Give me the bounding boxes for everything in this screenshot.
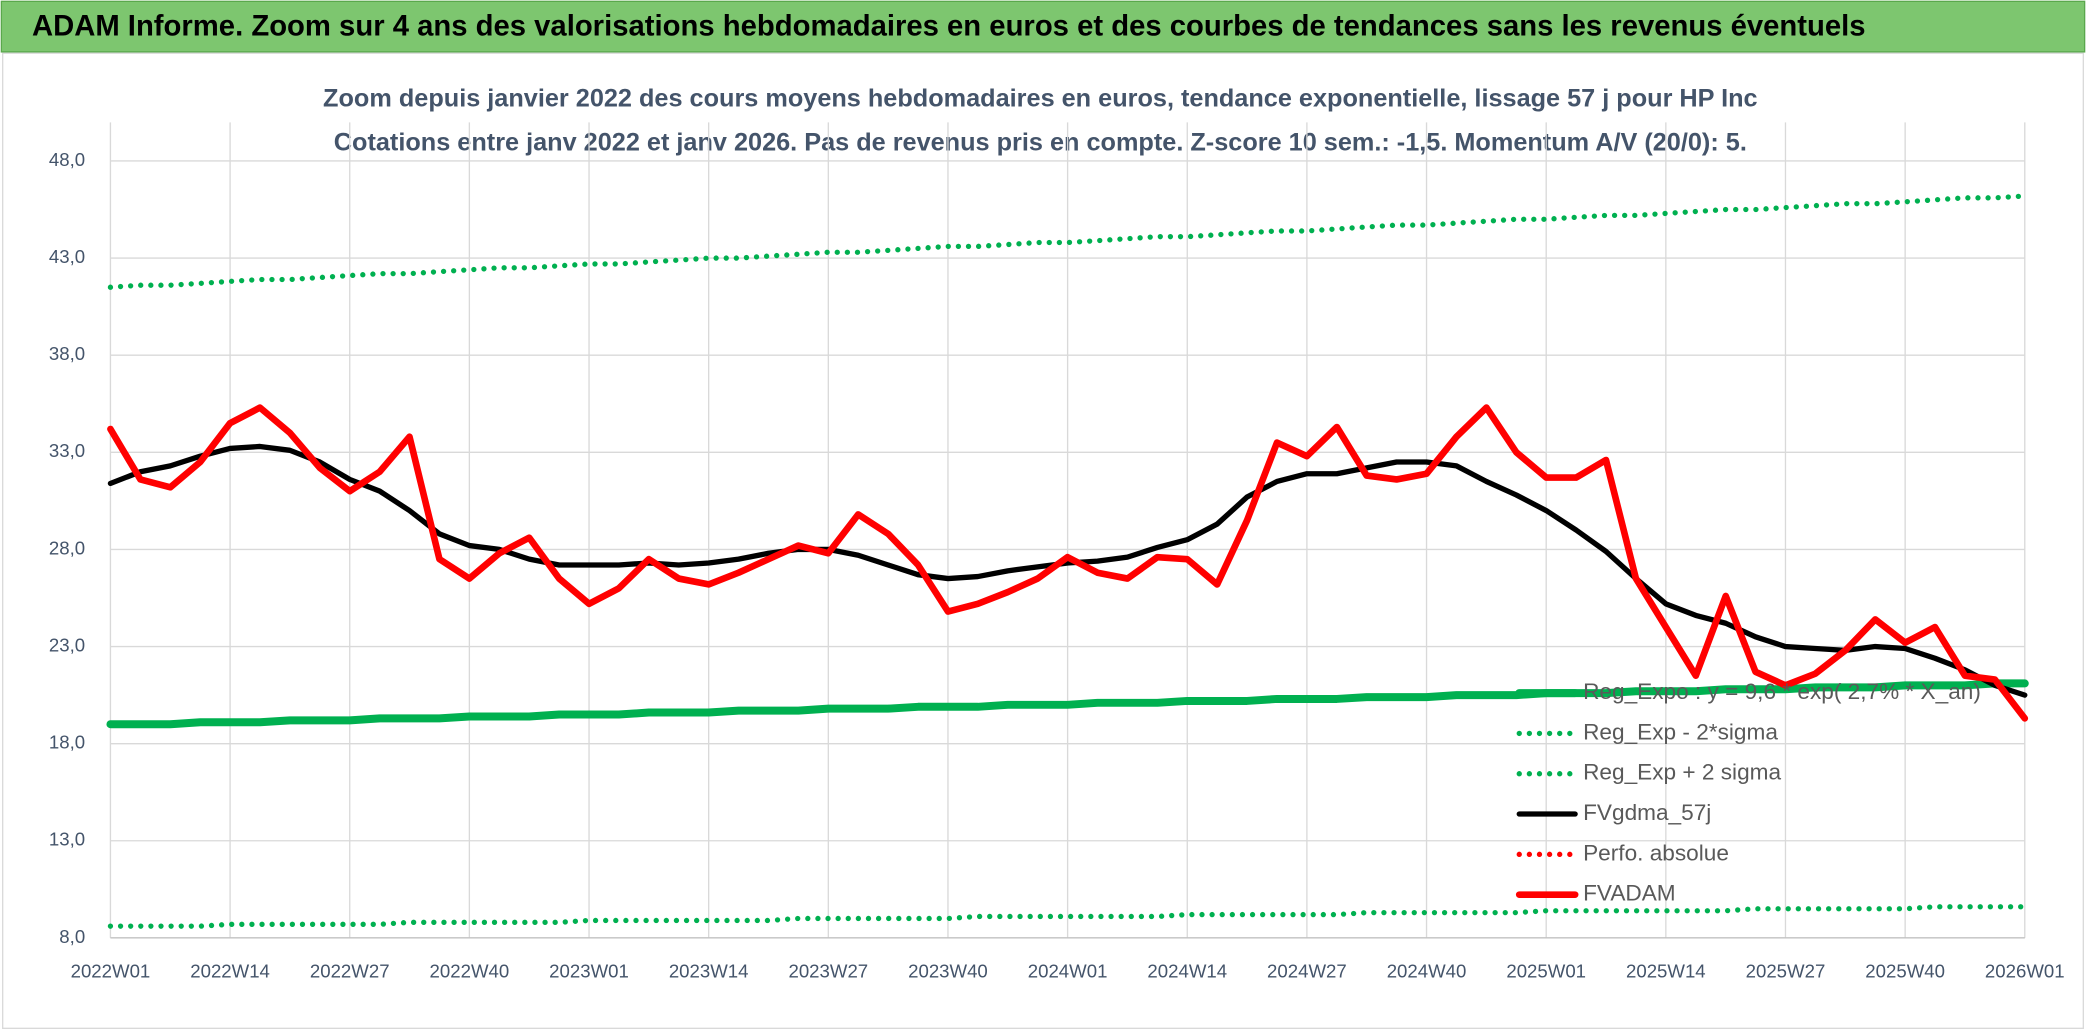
x-tick-label: 2023W40 <box>908 960 988 981</box>
x-tick-label: 2025W40 <box>1865 960 1945 981</box>
series-line <box>107 904 2028 929</box>
x-tick-label: 2025W14 <box>1626 960 1706 981</box>
series-line <box>107 404 2029 722</box>
y-tick-label: 43,0 <box>49 246 85 267</box>
series-line <box>106 679 2029 729</box>
chart-frame <box>2 52 2084 1030</box>
y-tick-label: 33,0 <box>49 440 85 461</box>
y-tick-label: 23,0 <box>49 634 85 655</box>
y-tick-label: 13,0 <box>49 829 85 850</box>
legend-label: Reg_Expo : y = 9,6 * exp( 2,7% * X_an) <box>1583 679 1981 704</box>
x-tick-label: 2026W01 <box>1985 960 2065 981</box>
x-tick-label: 2025W01 <box>1506 960 1586 981</box>
x-tick-label: 2022W01 <box>71 960 151 981</box>
legend-label: Reg_Exp - 2*sigma <box>1583 719 1778 744</box>
chart-title: Zoom depuis janvier 2022 des cours moyen… <box>323 84 1758 112</box>
series-line <box>107 193 2028 290</box>
y-tick-label: 28,0 <box>49 537 85 558</box>
header-title: ADAM Informe. Zoom sur 4 ans des valoris… <box>32 11 1866 43</box>
y-tick-label: 48,0 <box>49 149 85 170</box>
header-bar <box>0 0 2086 53</box>
x-tick-label: 2024W27 <box>1267 960 1347 981</box>
x-tick-label: 2023W27 <box>788 960 868 981</box>
chart-subtitle: Cotations entre janv 2022 et janv 2026. … <box>334 128 1747 156</box>
x-tick-label: 2024W01 <box>1028 960 1108 981</box>
legend-label: FVgdma_57j <box>1583 800 1711 825</box>
legend-label: Reg_Exp + 2 sigma <box>1583 760 1781 785</box>
y-tick-label: 38,0 <box>49 343 85 364</box>
x-tick-label: 2023W14 <box>669 960 749 981</box>
y-tick-label: 8,0 <box>59 926 85 947</box>
x-tick-label: 2024W14 <box>1147 960 1227 981</box>
x-tick-label: 2024W40 <box>1387 960 1467 981</box>
x-tick-label: 2022W27 <box>310 960 390 981</box>
x-tick-label: 2025W27 <box>1746 960 1826 981</box>
legend-label: FVADAM <box>1583 881 1676 906</box>
legend-label: Perfo. absolue <box>1583 840 1729 865</box>
x-tick-label: 2023W01 <box>549 960 629 981</box>
x-tick-label: 2022W40 <box>430 960 510 981</box>
x-tick-label: 2022W14 <box>190 960 270 981</box>
y-tick-label: 18,0 <box>49 732 85 753</box>
